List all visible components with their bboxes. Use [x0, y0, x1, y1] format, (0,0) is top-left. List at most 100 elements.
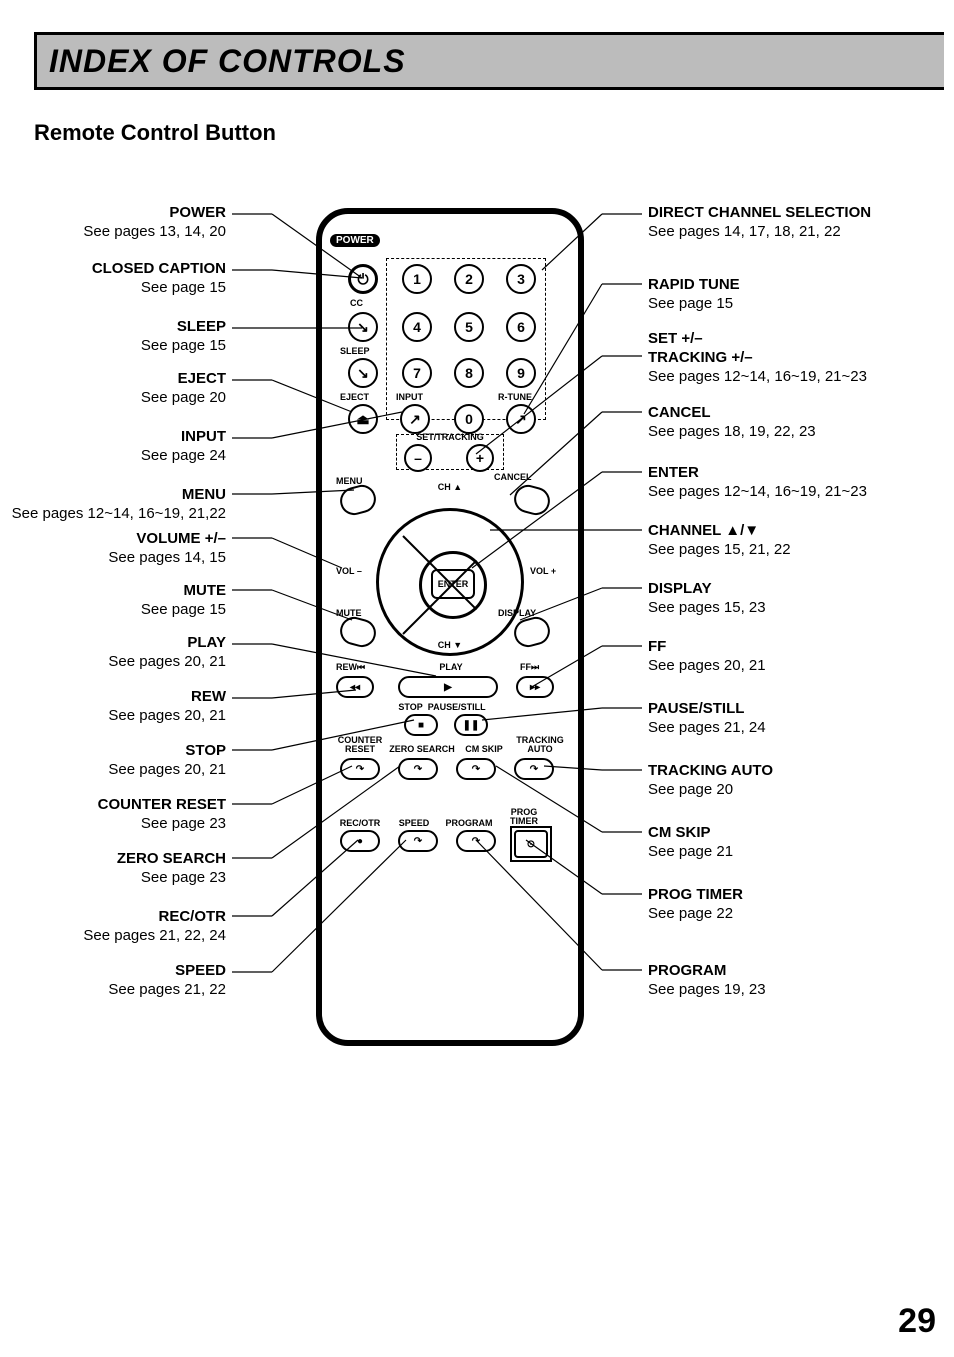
callout-right-2: SET +/–TRACKING +/–See pages 12~14, 16~1…	[648, 330, 938, 386]
callout-sub: See pages 14, 17, 18, 21, 22	[648, 223, 938, 242]
callout-sub: See page 15	[6, 279, 226, 298]
callout-sub: See pages 21, 22	[6, 981, 226, 1000]
rec-label: REC/OTR	[336, 818, 384, 828]
sleep-label: SLEEP	[340, 346, 370, 356]
callout-sub: See page 21	[648, 843, 938, 862]
rtune-label: R-TUNE	[498, 392, 532, 402]
callout-title: TRACKING AUTO	[648, 762, 938, 781]
callout-right-3: CANCELSee pages 18, 19, 22, 23	[648, 404, 938, 442]
callout-sub: See page 23	[6, 815, 226, 834]
volm-label: VOL –	[336, 566, 362, 576]
callout-sub: See pages 21, 22, 24	[6, 927, 226, 946]
rew-button[interactable]: ◂◂	[336, 676, 374, 698]
zero-search-button[interactable]: ↷	[398, 758, 438, 780]
subtitle: Remote Control Button	[34, 120, 276, 146]
chv-label: CH ▼	[418, 640, 482, 650]
enter-button[interactable]: ENTER	[431, 569, 475, 599]
prog-timer-box	[510, 826, 552, 862]
page-title: INDEX OF CONTROLS	[49, 43, 406, 80]
set-plus-button[interactable]: +	[466, 444, 494, 472]
callout-sub: See pages 14, 15	[6, 549, 226, 568]
callout-right-12: PROGRAMSee pages 19, 23	[648, 962, 938, 1000]
callout-title: CLOSED CAPTION	[6, 260, 226, 279]
callout-sub: See pages 20, 21	[6, 761, 226, 780]
callout-sub: See pages 20, 21	[6, 653, 226, 672]
num-6[interactable]: 6	[506, 312, 536, 342]
num-7[interactable]: 7	[402, 358, 432, 388]
input-label: INPUT	[396, 392, 423, 402]
callout-title: COUNTER RESET	[6, 796, 226, 815]
program-button[interactable]: ↷	[456, 830, 496, 852]
play-label: PLAY	[424, 662, 478, 672]
cc-button[interactable]: ↘	[348, 312, 378, 342]
counter-reset-button[interactable]: ↷	[340, 758, 380, 780]
rtune-button[interactable]: ↗	[506, 404, 536, 434]
callout-title: REC/OTR	[6, 908, 226, 927]
input-button[interactable]: ↗	[400, 404, 430, 434]
callout-right-11: PROG TIMERSee page 22	[648, 886, 938, 924]
callout-sub: See page 20	[6, 389, 226, 408]
set-minus-button[interactable]: –	[404, 444, 432, 472]
counter-label: COUNTER RESET	[336, 736, 384, 754]
sleep-button[interactable]: ↘	[348, 358, 378, 388]
eject-button[interactable]: ⏏	[348, 404, 378, 434]
callout-left-5: MENUSee pages 12~14, 16~19, 21,22	[6, 486, 226, 524]
header-bar: INDEX OF CONTROLS	[34, 32, 944, 90]
callout-sub: See pages 18, 19, 22, 23	[648, 423, 938, 442]
page: INDEX OF CONTROLS Remote Control Button …	[0, 0, 954, 1357]
callout-sub: See pages 21, 24	[648, 719, 938, 738]
callout-sub: See pages 20, 21	[6, 707, 226, 726]
nav-wheel[interactable]: ENTER	[376, 508, 524, 656]
callout-sub: See pages 12~14, 16~19, 21,22	[6, 505, 226, 524]
play-button[interactable]: ▶	[398, 676, 498, 698]
callout-sub: See page 23	[6, 869, 226, 888]
callout-title: FF	[648, 638, 938, 657]
callout-left-3: EJECTSee page 20	[6, 370, 226, 408]
num-0[interactable]: 0	[454, 404, 484, 434]
callout-left-4: INPUTSee page 24	[6, 428, 226, 466]
callout-sub: See pages 12~14, 16~19, 21~23	[648, 483, 938, 502]
ff-button[interactable]: ▸▸	[516, 676, 554, 698]
stop-pause-label: STOP PAUSE/STILL	[392, 702, 492, 712]
num-2[interactable]: 2	[454, 264, 484, 294]
callout-sub: See page 15	[648, 295, 938, 314]
callout-right-1: RAPID TUNESee page 15	[648, 276, 938, 314]
num-4[interactable]: 4	[402, 312, 432, 342]
tracking-auto-button[interactable]: ↷	[514, 758, 554, 780]
ff-label: FF⏭	[520, 662, 539, 673]
num-3[interactable]: 3	[506, 264, 536, 294]
callout-sub: See pages 12~14, 16~19, 21~23	[648, 368, 938, 387]
callout-sub: See pages 15, 21, 22	[648, 541, 938, 560]
speed-button[interactable]: ↷	[398, 830, 438, 852]
callout-title: DISPLAY	[648, 580, 938, 599]
page-number: 29	[898, 1302, 936, 1341]
callout-sub: See page 15	[6, 337, 226, 356]
callout-sub: See page 22	[648, 905, 938, 924]
callout-right-9: TRACKING AUTOSee page 20	[648, 762, 938, 800]
zero-label: ZERO SEARCH	[388, 744, 456, 754]
callout-title: PLAY	[6, 634, 226, 653]
stop-button[interactable]: ■	[404, 714, 438, 736]
callout-sub: See page 20	[648, 781, 938, 800]
callout-left-1: CLOSED CAPTIONSee page 15	[6, 260, 226, 298]
callout-right-8: PAUSE/STILLSee pages 21, 24	[648, 700, 938, 738]
power-pill-label: POWER	[330, 234, 380, 247]
rec-button[interactable]: ●	[340, 830, 380, 852]
callout-title: POWER	[6, 204, 226, 223]
callout-sub: See pages 13, 14, 20	[6, 223, 226, 242]
callout-left-10: STOPSee pages 20, 21	[6, 742, 226, 780]
callout-left-13: REC/OTRSee pages 21, 22, 24	[6, 908, 226, 946]
callout-sub: See pages 20, 21	[648, 657, 938, 676]
pause-button[interactable]: ❚❚	[454, 714, 488, 736]
num-1[interactable]: 1	[402, 264, 432, 294]
callout-title: DIRECT CHANNEL SELECTION	[648, 204, 938, 223]
display-label: DISPLAY	[498, 608, 536, 618]
cm-skip-button[interactable]: ↷	[456, 758, 496, 780]
callout-title: SPEED	[6, 962, 226, 981]
volp-label: VOL +	[530, 566, 556, 576]
num-9[interactable]: 9	[506, 358, 536, 388]
num-8[interactable]: 8	[454, 358, 484, 388]
cancel-label: CANCEL	[494, 472, 532, 482]
power-button[interactable]: ⏻	[348, 264, 378, 294]
num-5[interactable]: 5	[454, 312, 484, 342]
